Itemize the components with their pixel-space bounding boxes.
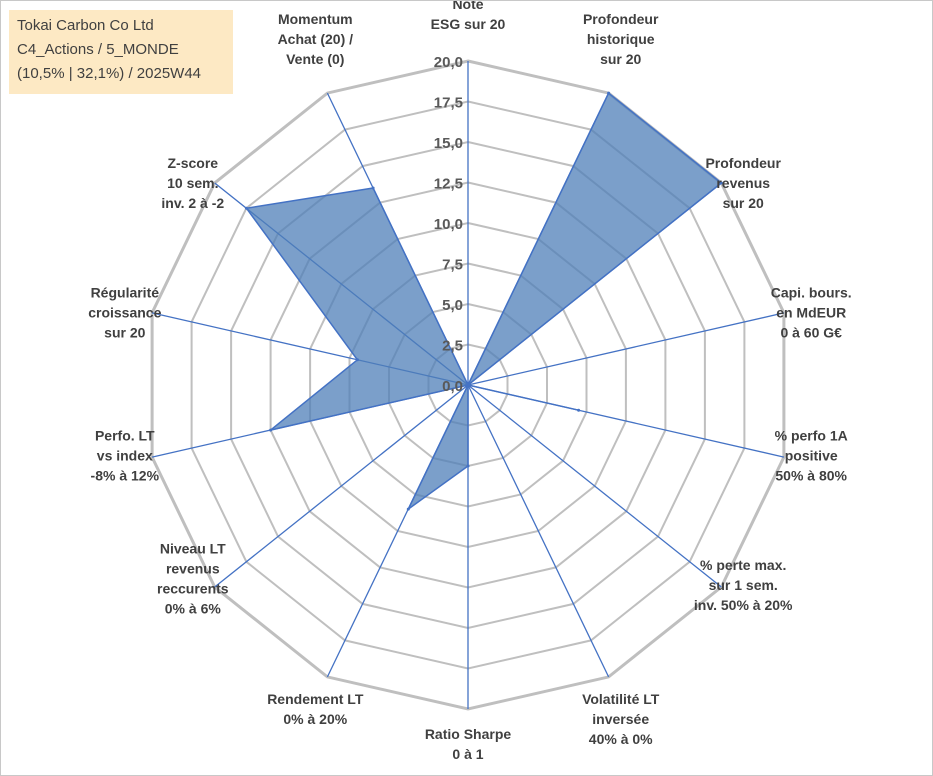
axis-label: Régularité croissance sur 20 bbox=[88, 284, 161, 340]
axis-label-line: Rendement LT bbox=[267, 691, 364, 707]
axis-label-line: sur 1 sem. bbox=[709, 577, 778, 593]
axis-label-line: 0 à 1 bbox=[452, 746, 483, 762]
tick-label: 5,0 bbox=[442, 297, 463, 314]
axis-label-line: Niveau LT bbox=[160, 541, 226, 557]
axis-label-line: 0% à 20% bbox=[283, 711, 347, 727]
axis-label-line: 40% à 0% bbox=[589, 731, 653, 747]
axis-label-line: Régularité bbox=[91, 284, 160, 300]
performance-week: (10,5% | 32,1%) / 2025W44 bbox=[17, 65, 201, 82]
radial-tick-labels: 0,0 2,5 5,0 7,5 10,0 12,5 15,0 17,5 20,0 bbox=[434, 54, 463, 395]
axis-label: Profondeur historique sur 20 bbox=[583, 11, 659, 67]
axis-spoke bbox=[214, 384, 469, 588]
tick-label: 20,0 bbox=[434, 54, 463, 71]
axis-label: Z-score 10 sem. inv. 2 à -2 bbox=[161, 155, 224, 211]
info-box: Tokai Carbon Co Ltd C4_Actions / 5_MONDE… bbox=[9, 10, 233, 94]
axis-label-line: Volatilité LT bbox=[582, 691, 660, 707]
data-point bbox=[406, 507, 410, 511]
axis-label: Volatilité LT inversée 40% à 0% bbox=[582, 691, 660, 747]
axis-label-line: 0% à 6% bbox=[165, 601, 222, 617]
axis-label-line: vs index bbox=[97, 448, 153, 464]
data-point bbox=[244, 206, 248, 210]
axis-label-line: % perfo 1A bbox=[775, 428, 848, 444]
axis-label-line: Capi. bours. bbox=[771, 284, 852, 300]
axis-label: Ratio Sharpe 0 à 1 bbox=[425, 726, 512, 762]
axis-label-line: Achat (20) / bbox=[278, 31, 354, 47]
tick-label: 15,0 bbox=[434, 135, 463, 152]
axis-label: % perfo 1A positive 50% à 80% bbox=[775, 428, 848, 484]
axis-label-line: Ratio Sharpe bbox=[425, 726, 512, 742]
axis-label-line: 50% à 80% bbox=[775, 468, 847, 484]
axis-label-line: Note bbox=[452, 1, 483, 12]
axis-label-line: historique bbox=[587, 31, 655, 47]
axis-label-line: en MdEUR bbox=[776, 304, 846, 320]
axis-label-line: -8% à 12% bbox=[91, 468, 160, 484]
tick-label: 2,5 bbox=[442, 338, 463, 355]
portfolio-category: C4_Actions / 5_MONDE bbox=[17, 41, 179, 58]
series-area bbox=[245, 92, 723, 510]
axis-label-line: Profondeur bbox=[705, 155, 781, 171]
data-point bbox=[466, 464, 470, 468]
axis-spoke bbox=[467, 384, 610, 678]
data-point bbox=[371, 186, 375, 190]
axis-label-line: Momentum bbox=[278, 11, 353, 27]
axis-label-line: sur 20 bbox=[723, 195, 764, 211]
data-point bbox=[269, 428, 273, 432]
company-name: Tokai Carbon Co Ltd bbox=[17, 17, 154, 34]
axis-label-line: Z-score bbox=[168, 155, 219, 171]
axis-label-line: inv. 2 à -2 bbox=[161, 195, 224, 211]
axis-label: Perfo. LT vs index -8% à 12% bbox=[91, 428, 160, 484]
axis-labels: Note ESG sur 20 Profondeur historique sur 20… bbox=[88, 1, 851, 762]
tick-label: 0,0 bbox=[442, 378, 463, 395]
data-point bbox=[577, 408, 581, 412]
axis-label: Niveau LT revenus reccurents 0% à 6% bbox=[157, 541, 229, 617]
tick-label: 7,5 bbox=[442, 257, 463, 274]
axis-label-line: sur 20 bbox=[104, 324, 145, 340]
axis-label: Profondeur revenus sur 20 bbox=[705, 155, 781, 211]
axis-label-line: positive bbox=[785, 448, 838, 464]
axis-label-line: sur 20 bbox=[600, 51, 641, 67]
axis-label: Rendement LT 0% à 20% bbox=[267, 691, 364, 727]
tick-label: 17,5 bbox=[434, 95, 463, 112]
axis-label: % perte max. sur 1 sem. inv. 50% à 20% bbox=[694, 557, 793, 613]
data-point bbox=[466, 383, 470, 387]
radar-series bbox=[244, 91, 723, 511]
axis-label: Momentum Achat (20) / Vente (0) bbox=[278, 11, 354, 67]
axis-label: Capi. bours. en MdEUR 0 à 60 G€ bbox=[771, 284, 852, 340]
data-point bbox=[607, 91, 611, 95]
axis-label: Note ESG sur 20 bbox=[431, 1, 506, 32]
axis-label-line: inversée bbox=[592, 711, 649, 727]
axis-label-line: croissance bbox=[88, 304, 161, 320]
axis-label-line: inv. 50% à 20% bbox=[694, 597, 793, 613]
axis-label-line: % perte max. bbox=[700, 557, 786, 573]
tick-label: 10,0 bbox=[434, 216, 463, 233]
axis-label-line: Vente (0) bbox=[286, 51, 344, 67]
axis-label-line: 10 sem. bbox=[167, 175, 218, 191]
axis-label-line: ESG sur 20 bbox=[431, 16, 506, 32]
axis-label-line: Perfo. LT bbox=[95, 428, 155, 444]
data-point bbox=[719, 181, 723, 185]
axis-label-line: Profondeur bbox=[583, 11, 659, 27]
data-point bbox=[355, 358, 359, 362]
axis-label-line: revenus bbox=[166, 561, 220, 577]
axis-label-line: 0 à 60 G€ bbox=[780, 324, 842, 340]
tick-label: 12,5 bbox=[434, 176, 463, 193]
axis-spoke bbox=[467, 384, 722, 588]
axis-label-line: revenus bbox=[716, 175, 770, 191]
axis-spoke bbox=[467, 312, 785, 386]
axis-label-line: reccurents bbox=[157, 581, 229, 597]
